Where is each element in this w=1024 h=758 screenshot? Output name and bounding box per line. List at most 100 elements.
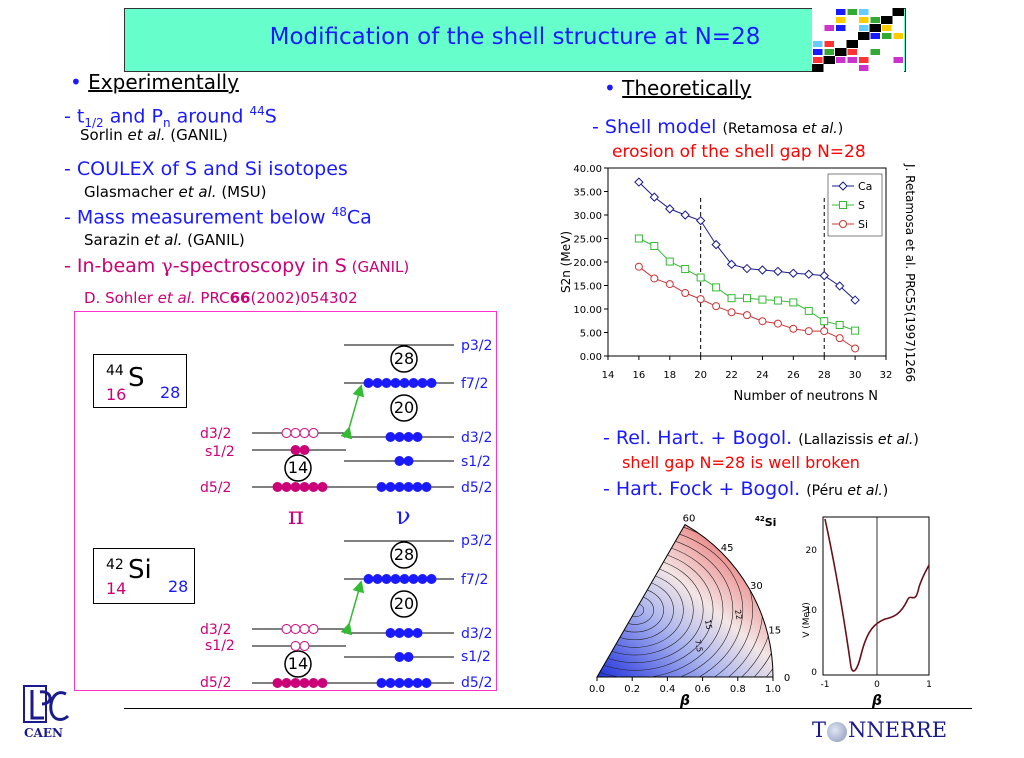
mosaic-cell — [870, 49, 880, 55]
proton-d32-empty-state — [308, 624, 319, 634]
mosaic-diagonal-cell — [869, 24, 881, 32]
magic-14-circle — [284, 650, 312, 678]
theory-shell-model: - Shell model (Retamosa et al.) — [592, 116, 844, 138]
mosaic-cell — [882, 25, 892, 31]
nucleus-42si-n: 28 — [168, 577, 189, 596]
neutron-f72-particle — [372, 574, 383, 584]
neutron-d32-particle — [385, 432, 396, 442]
pes-gamma-tick-label: 0 — [784, 673, 790, 684]
label-44s-p32: p3/2 — [461, 338, 493, 354]
neutron-d32-particle — [403, 432, 414, 442]
s2n-legend-marker — [838, 181, 848, 191]
proton-d32-empty-state — [281, 428, 292, 438]
pes-contour-label: 7.5 — [693, 639, 704, 653]
pes-beta-tick-label: 1.0 — [765, 684, 781, 695]
pes-beta-tick-label: 0.2 — [624, 684, 640, 695]
neutron-d52-particle — [421, 678, 432, 688]
proton-d32-empty-state — [290, 624, 301, 634]
s2n-xtick-label: 32 — [880, 370, 893, 381]
mosaic-cell — [836, 17, 846, 23]
s2n-point-ca — [834, 281, 845, 291]
nucleus-42si-box: 42 Si 14 28 — [93, 548, 195, 604]
s2n-legend-label: Ca — [858, 180, 872, 193]
s2n-point-ca — [819, 270, 829, 281]
s2n-point-ca — [680, 210, 690, 220]
mosaic-cell — [824, 25, 834, 31]
theory-hart-fock: - Hart. Fock + Bogol. (Péru et al.) — [603, 478, 889, 500]
magic-28-bottom: 28 — [393, 545, 415, 564]
tonnerre-sphere-icon — [827, 722, 847, 742]
mosaic-cell — [836, 9, 846, 15]
neutron-f72-particle — [417, 378, 428, 388]
pe-xtick-0: 0 — [874, 680, 880, 690]
pes-contour-line — [597, 524, 753, 677]
s2n-point-si — [773, 319, 782, 328]
s2n-point-si — [712, 302, 721, 311]
label-42si-n-d32: d3/2 — [461, 626, 493, 642]
potential-energy-plot: 0 10 20 -1 0 1 β V (MeV) — [802, 516, 932, 709]
neutron-d32-particle — [385, 628, 396, 638]
label-42si-p-s12: s1/2 — [205, 638, 235, 654]
pes-beta-tick-label: 0.0 — [589, 684, 605, 695]
mosaic-cell — [893, 57, 903, 63]
mosaic-diagonal-cell — [812, 64, 824, 72]
s2n-point-ca — [804, 269, 814, 279]
pe-ylabel: V (MeV) — [802, 602, 812, 638]
pe-beta-label: β — [871, 693, 882, 709]
proton-d52-particle — [317, 678, 328, 688]
nucleus-42si-symbol: Si — [128, 555, 152, 585]
s2n-point-si — [835, 334, 844, 343]
exp-item-inbeam: - In-beam γ-spectroscopy in S (GANIL) — [64, 255, 410, 277]
s2n-legend-label: S — [858, 199, 865, 212]
s2n-point-si — [665, 280, 674, 289]
magic-20-circle — [390, 394, 418, 422]
proton-d32-empty-state — [308, 428, 319, 438]
neutron-d32-particle — [412, 628, 423, 638]
neutron-f72-particle — [363, 574, 374, 584]
s2n-point-s — [851, 326, 860, 335]
proton-s12-particle — [290, 641, 301, 651]
s2n-point-si — [650, 274, 659, 283]
neutron-f72-particle — [399, 574, 410, 584]
neutron-d52-particle — [421, 482, 432, 492]
lpc-logo — [23, 685, 70, 723]
s2n-ytick-label: 35.00 — [573, 188, 602, 199]
s2n-point-ca — [726, 259, 737, 270]
proton-d52-particle — [272, 482, 283, 492]
level-scheme-panel — [74, 311, 497, 691]
s2n-ytick-label: 40.00 — [573, 164, 602, 175]
pe-frame — [822, 516, 930, 676]
nucleus-44s-mass: 44 — [106, 363, 124, 379]
neutron-f72-particle — [408, 378, 419, 388]
magic-28-top: 28 — [393, 349, 415, 368]
proton-d52-particle — [299, 678, 310, 688]
mosaic-diagonal-cell — [835, 48, 847, 56]
magic-14-circle — [284, 454, 312, 482]
pes-beta-tick-label: 0.8 — [730, 684, 746, 695]
s2n-point-si — [696, 295, 705, 304]
s2n-point-si — [758, 317, 767, 326]
mosaic-cell — [847, 9, 857, 15]
neutron-s12-particle — [403, 456, 414, 466]
mosaic-pattern-right — [812, 8, 904, 72]
s2n-point-ca — [773, 266, 783, 277]
logo-caen-text: CAEN — [24, 726, 63, 740]
label-42si-f72: f7/2 — [461, 572, 489, 588]
s2n-legend-label: Si — [858, 218, 868, 231]
level-scheme-diagram — [252, 344, 454, 688]
mosaic-cell — [870, 33, 880, 39]
exp-item-mass: - Mass measurement below 48Ca — [64, 205, 372, 229]
pes-contour-label: 22 — [733, 609, 744, 621]
mosaic-cell — [859, 65, 869, 71]
s2n-point-ca — [634, 177, 644, 187]
neutron-f72-particle — [417, 574, 428, 584]
mosaic-diagonal-cell — [846, 40, 858, 48]
label-42si-p-d52: d5/2 — [200, 675, 232, 691]
tonnerre-logo: T NNERRE — [812, 718, 948, 742]
s2n-legend-marker — [839, 201, 847, 209]
nucleus-44s-symbol: S — [128, 363, 145, 393]
s2n-point-ca — [788, 268, 799, 278]
s2n-point-ca — [711, 239, 721, 250]
s2n-point-si — [851, 344, 860, 353]
s2n-xtick-label: 30 — [849, 370, 862, 381]
